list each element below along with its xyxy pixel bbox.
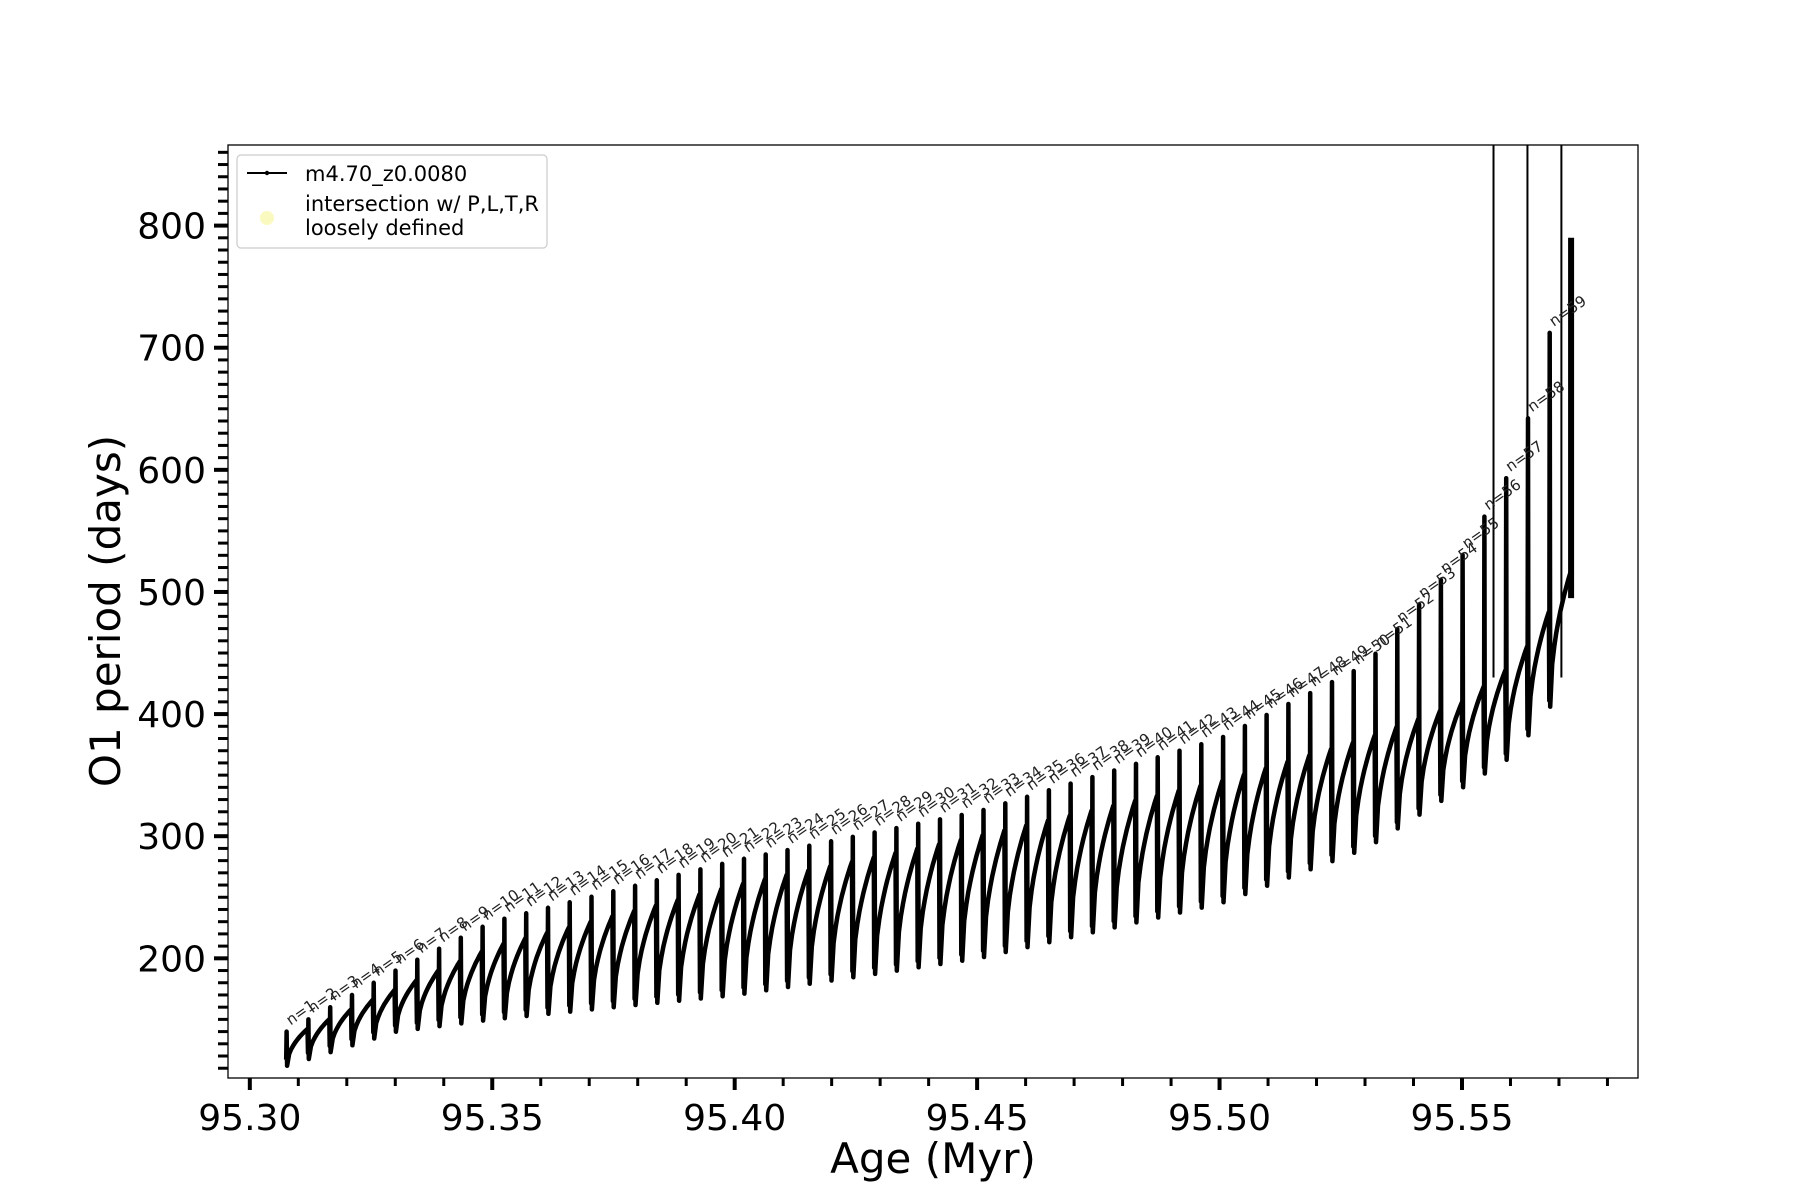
y-axis: 200 300 400 500 600 700 800: [137, 150, 228, 1070]
x-tick-label: 95.45: [926, 1098, 1029, 1139]
x-tick-label: 95.40: [683, 1098, 786, 1139]
legend-line-marker: [264, 170, 270, 176]
legend-label-line: loosely defined: [305, 216, 464, 240]
y-tick-label: 800: [137, 207, 206, 248]
legend-box: [236, 154, 548, 249]
y-tick-label: 600: [137, 451, 206, 492]
legend-intersection-marker: [260, 211, 274, 225]
legend-label-intersection: intersection w/ P,L,T,R loosely defined: [305, 192, 539, 240]
legend: m4.70_z0.0080 intersection w/ P,L,T,R loo…: [236, 154, 548, 249]
plot-frame: [227, 144, 1639, 1079]
x-tick-label: 95.55: [1410, 1098, 1513, 1139]
legend-label-line: intersection w/ P,L,T,R: [305, 192, 539, 216]
legend-label-series: m4.70_z0.0080: [305, 162, 467, 187]
y-tick-label: 400: [137, 695, 206, 736]
y-axis-label: O1 period (days): [81, 435, 130, 787]
y-tick-label: 200: [137, 939, 206, 980]
y-tick-label: 300: [137, 817, 206, 858]
y-tick-label: 700: [137, 329, 206, 370]
x-axis: 95.30 95.35 95.40 95.45 95.50 95.55: [198, 1078, 1609, 1139]
data-layer: [283, 145, 1575, 1069]
x-tick-label: 95.50: [1168, 1098, 1271, 1139]
x-tick-label: 95.35: [441, 1098, 544, 1139]
x-axis-label: Age (Myr): [830, 1134, 1036, 1183]
y-tick-label: 500: [137, 573, 206, 614]
x-tick-label: 95.30: [198, 1098, 301, 1139]
